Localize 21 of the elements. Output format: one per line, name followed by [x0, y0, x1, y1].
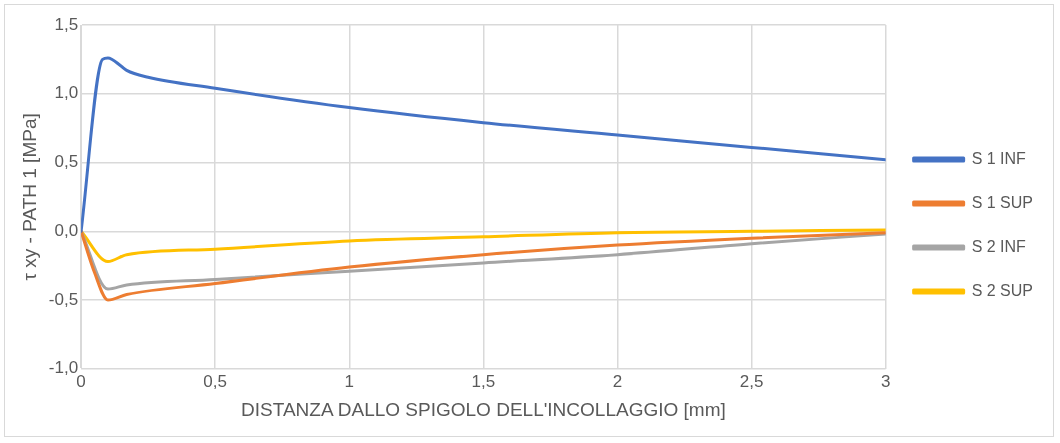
x-tick-label: 3 [880, 371, 891, 391]
line-series [81, 229, 886, 302]
y-tick-label: 0,0 [54, 220, 79, 240]
y-axis-title: τ xy - PATH 1 [MPa] [18, 113, 40, 281]
y-tick-label: 0,5 [54, 152, 79, 172]
x-tick-label: 2 [612, 371, 623, 391]
legend-label: S 1 INF [971, 149, 1027, 167]
y-tick-label: 1,5 [54, 14, 79, 34]
line-series [81, 56, 886, 233]
legend-label: S 2 SUP [971, 281, 1033, 299]
legend-label: S 2 INF [971, 237, 1027, 255]
x-tick-label: 1,5 [471, 371, 496, 391]
x-tick-label: 1 [344, 371, 355, 391]
legend-label: S 1 SUP [971, 193, 1033, 211]
x-tick-label: 2,5 [739, 371, 764, 391]
y-tick-label: 1,0 [54, 83, 79, 103]
line-series [81, 228, 886, 264]
x-tick-label: 0 [76, 371, 86, 391]
x-axis-title: DISTANZA DALLO SPIGOLO DELL'INCOLLAGGIO [mm] [241, 398, 726, 420]
y-tick-label: -0,5 [48, 289, 79, 309]
x-tick-label: 0,5 [203, 371, 227, 391]
